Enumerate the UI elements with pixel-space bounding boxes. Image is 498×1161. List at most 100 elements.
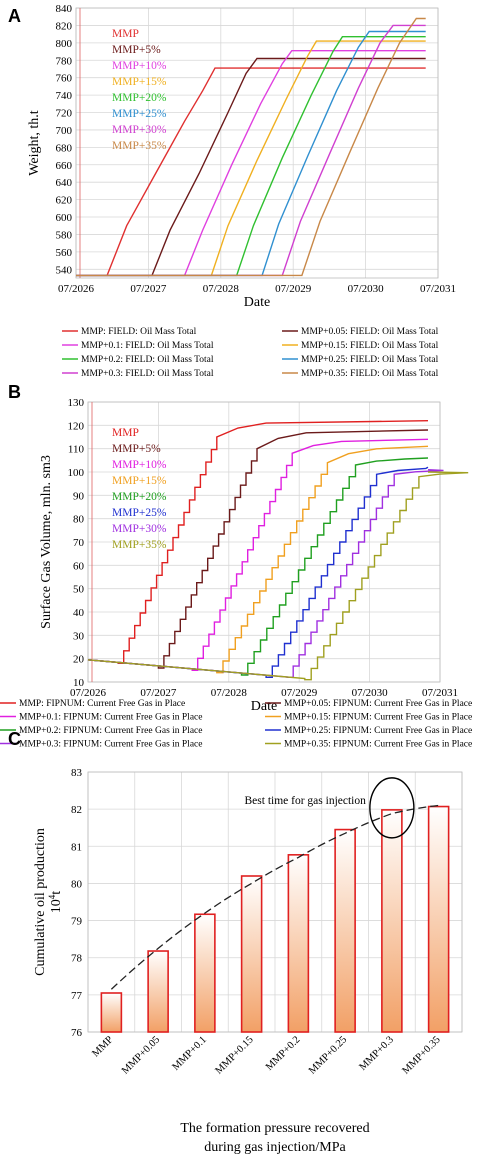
y-tick-label: 80: [71, 878, 83, 890]
y-tick-label: 580: [56, 229, 73, 241]
panel-b-x-axis-title: Date: [251, 699, 277, 714]
panel-c-x-axis-title: The formation pressure recovered during g…: [180, 1121, 369, 1155]
y-tick-label: 680: [56, 142, 73, 154]
panel-a-inline-labels: MMP MMP+5% MMP+10% MMP+15% MMP+20% MMP+25% MMP…: [112, 28, 167, 152]
panel-c-annotation: Best time for gas injection: [245, 777, 415, 839]
inline-series-label: MMP+20%: [112, 491, 167, 503]
plot-frame: [75, 7, 439, 279]
y-tick-label: 600: [56, 212, 73, 224]
category-label: MMP: [90, 1034, 115, 1059]
y-tick-label: 40: [73, 607, 85, 619]
y-tick-label: 20: [73, 654, 85, 666]
x-tick-label: 07/2030: [348, 283, 385, 295]
highlight-ellipse: [369, 777, 415, 839]
y-tick-label: 840: [56, 3, 73, 15]
legend-entry: MMP+0.1: FIPNUM: Current Free Gas in Pla…: [19, 713, 202, 723]
y-tick-label: 30: [73, 630, 85, 642]
y-tick-label: 50: [73, 584, 85, 596]
panel-b-inline-labels: MMP MMP+5% MMP+10% MMP+15% MMP+20% MMP+25% MMP…: [112, 427, 167, 551]
series-line: [76, 57, 426, 277]
bar: [334, 828, 356, 1033]
y-tick-label: 78: [71, 953, 83, 965]
inline-series-label: MMP+30%: [112, 523, 167, 535]
inline-series-label: MMP+5%: [112, 44, 161, 56]
x-axis-title-line1: The formation pressure recovered: [180, 1121, 369, 1136]
legend-entry: MMP+0.3: FIPNUM: Current Free Gas in Pla…: [19, 740, 202, 750]
series-line: [76, 17, 426, 277]
inline-series-label: MMP+25%: [112, 108, 167, 120]
y-tick-label: 83: [71, 767, 83, 779]
y-tick-label: 700: [56, 125, 73, 137]
panel-c-label: C: [8, 729, 21, 749]
inline-series-label: MMP+5%: [112, 443, 161, 455]
panel-c-bars: [100, 805, 450, 1033]
x-tick-label: 07/2028: [211, 687, 248, 699]
category-label: MMP+0.15: [213, 1034, 255, 1076]
panel-a-y-axis-title: Weight, th.t: [27, 110, 42, 175]
y-tick-label: 660: [56, 160, 73, 172]
legend-entry: MMP+0.3: FIELD: Oil Mass Total: [81, 369, 214, 379]
y-tick-label: 90: [73, 490, 85, 502]
legend-entry: MMP+0.1: FIELD: Oil Mass Total: [81, 341, 214, 351]
plot-frame: [87, 771, 463, 1033]
panel-b-grid: [87, 401, 441, 683]
x-tick-label: 07/2029: [275, 283, 312, 295]
category-label: MMP+0.05: [120, 1034, 162, 1076]
bar: [240, 875, 263, 1033]
category-label: MMP+0.25: [307, 1034, 349, 1076]
series-line: [87, 466, 429, 678]
x-tick-label: 07/2029: [281, 687, 318, 699]
annotation-text: Best time for gas injection: [245, 795, 367, 807]
series-line: [87, 471, 469, 681]
x-axis-title-line2: during gas injection/MPa: [204, 1140, 346, 1155]
inline-series-label: MMP: [112, 427, 139, 439]
legend-entry: MMP+0.25: FIELD: Oil Mass Total: [301, 355, 439, 365]
x-tick-label: 07/2030: [352, 687, 389, 699]
y-tick-label: 110: [68, 444, 85, 456]
inline-series-label: MMP+35%: [112, 539, 167, 551]
y-axis-title-line2: 104t: [47, 891, 64, 914]
y-tick-label: 800: [56, 38, 73, 50]
x-tick-label: 07/2026: [58, 283, 95, 295]
inline-series-label: MMP+15%: [112, 76, 167, 88]
bar: [381, 809, 403, 1033]
legend-entry: MMP+0.05: FIPNUM: Current Free Gas in Pl…: [284, 699, 472, 709]
legend-entry: MMP+0.15: FIELD: Oil Mass Total: [301, 341, 439, 351]
legend-entry: MMP+0.35: FIELD: Oil Mass Total: [301, 369, 439, 379]
legend-entry: MMP+0.2: FIELD: Oil Mass Total: [81, 355, 214, 365]
panel-c-grid: [87, 771, 463, 1033]
bar: [287, 854, 310, 1033]
panel-b-axes: 10 20 30 40 50 60 70 80 90 100 110 120 130 07/2026 07/…: [68, 397, 459, 699]
series-line: [76, 36, 426, 277]
x-tick-label: 07/2028: [203, 283, 240, 295]
y-tick-label: 130: [68, 397, 85, 409]
series-line: [87, 420, 429, 664]
y-tick-label: 82: [71, 804, 82, 816]
panel-a-series: [76, 17, 426, 277]
inline-series-label: MMP+10%: [112, 60, 167, 72]
panel-c-trend: [110, 804, 439, 990]
x-tick-label: 07/2027: [140, 687, 177, 699]
y-tick-label: 640: [56, 177, 73, 189]
y-tick-label: 540: [56, 264, 73, 276]
y-tick-label: 77: [71, 990, 83, 1002]
series-line: [76, 24, 426, 277]
y-tick-label: 76: [71, 1027, 83, 1039]
category-label: MMP+0.35: [400, 1034, 442, 1076]
series-line: [87, 438, 429, 671]
inline-series-label: MMP+30%: [112, 124, 167, 136]
inline-series-label: MMP: [112, 28, 139, 40]
y-tick-label: 720: [56, 108, 73, 120]
y-tick-label: 80: [73, 514, 85, 526]
series-line: [76, 67, 426, 277]
series-line: [87, 445, 429, 674]
bar: [100, 992, 123, 1033]
panel-b-y-axis-title: Surface Gas Volume, mln. sm3: [39, 455, 54, 629]
panel-b: B 10 20 30 40 50 60 70 80 90 100 110 120 130 07/2026 0…: [0, 382, 472, 750]
panel-a: A 540 560 580 600 620 640 660 680 700 720 740 760 78…: [8, 3, 456, 379]
legend-entry: MMP+0.05: FIELD: Oil Mass Total: [301, 327, 439, 337]
y-tick-label: 760: [56, 73, 73, 85]
bar: [147, 950, 169, 1033]
y-tick-label: 79: [71, 916, 83, 928]
